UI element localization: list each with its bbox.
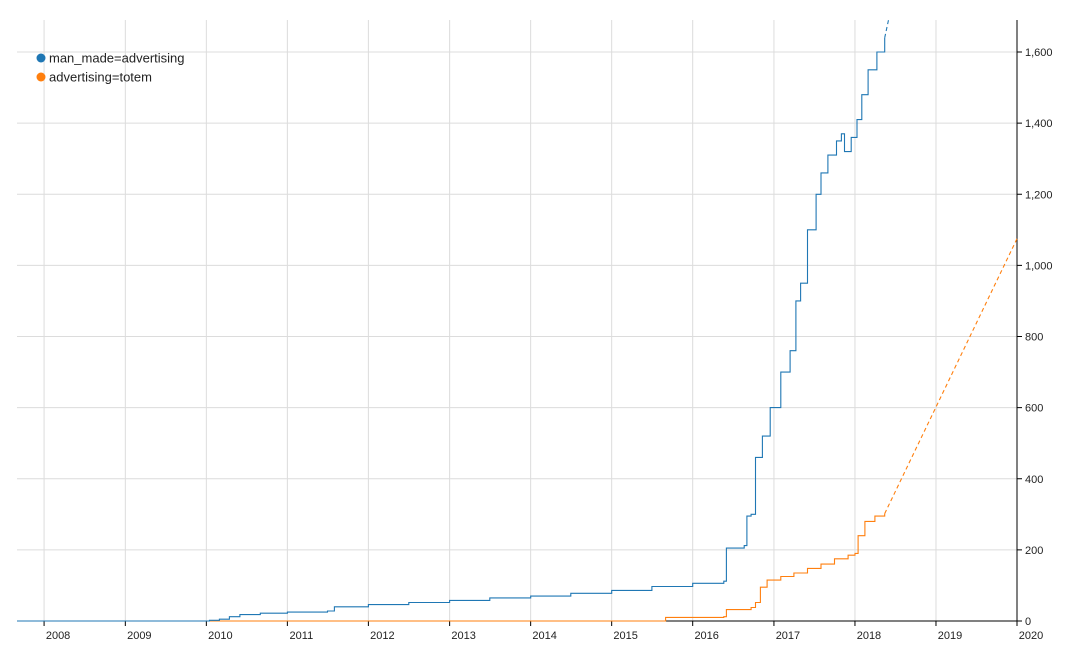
- x-tick-label-1: 2009: [127, 630, 151, 642]
- x-tick-label-7: 2015: [613, 630, 637, 642]
- legend-swatch-0: [36, 53, 46, 63]
- axis-layer: 2008 2009 2010 2011 2012 2013 2014 2015 2016 2017…: [17, 20, 1053, 642]
- y-tick-label-4: 800: [1025, 332, 1043, 344]
- grid-layer: [17, 20, 1018, 622]
- y-tick-label-8: 1,600: [1025, 47, 1053, 59]
- series-line-0: [17, 37, 886, 622]
- x-tick-label-2: 2010: [208, 630, 232, 642]
- legend-swatch-1: [36, 72, 46, 82]
- y-tick-label-3: 600: [1025, 403, 1043, 415]
- legend: man_made=advertising advertising=totem: [36, 51, 185, 85]
- x-tick-label-12: 2020: [1019, 630, 1043, 642]
- x-tick-label-6: 2014: [532, 630, 556, 642]
- y-tick-label-5: 1,000: [1025, 260, 1053, 272]
- series-line-1: [17, 513, 886, 622]
- x-tick-label-3: 2011: [290, 630, 314, 642]
- series-projection-0: [884, 19, 890, 38]
- x-tick-label-9: 2017: [776, 630, 800, 642]
- x-tick-label-8: 2016: [694, 630, 718, 642]
- y-tick-label-6: 1,200: [1025, 189, 1053, 201]
- x-tick-label-4: 2012: [370, 630, 394, 642]
- x-tick-label-11: 2019: [938, 630, 962, 642]
- y-tick-label-2: 400: [1025, 474, 1043, 486]
- x-tick-label-0: 2008: [46, 630, 70, 642]
- y-tick-label-1: 200: [1025, 545, 1043, 557]
- x-tick-label-10: 2018: [857, 630, 881, 642]
- series-projection-1: [884, 238, 1018, 514]
- series-layer: [17, 19, 1018, 622]
- y-tick-label-0: 0: [1025, 616, 1031, 628]
- legend-item-1[interactable]: advertising=totem: [36, 70, 152, 85]
- legend-label-0: man_made=advertising: [49, 51, 185, 66]
- legend-item-0[interactable]: man_made=advertising: [36, 51, 185, 66]
- legend-label-1: advertising=totem: [49, 70, 152, 85]
- y-tick-label-7: 1,400: [1025, 118, 1053, 130]
- x-tick-label-5: 2013: [451, 630, 475, 642]
